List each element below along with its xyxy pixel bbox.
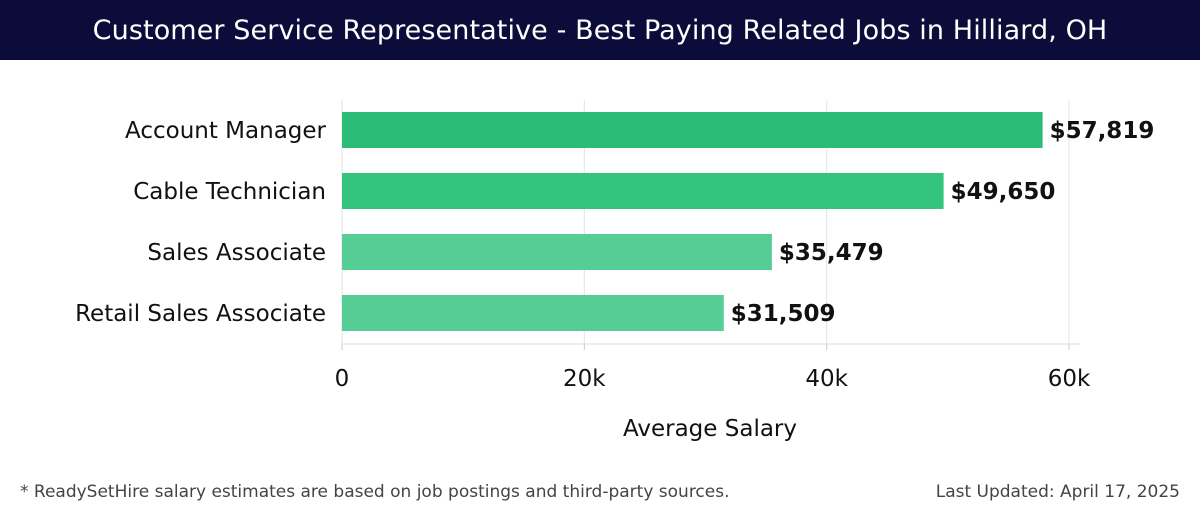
- chart-title-bar: Customer Service Representative - Best P…: [0, 0, 1200, 60]
- bar: [342, 173, 944, 209]
- x-tick-label: 40k: [805, 366, 848, 392]
- category-label: Account Manager: [125, 118, 327, 144]
- value-label: $35,479: [779, 240, 884, 266]
- last-updated: Last Updated: April 17, 2025: [935, 482, 1180, 502]
- x-tick-label: 0: [335, 366, 350, 392]
- value-label: $31,509: [731, 301, 836, 327]
- x-tick-label: 60k: [1048, 366, 1091, 392]
- chart-title: Customer Service Representative - Best P…: [92, 14, 1108, 46]
- x-tick-label: 20k: [563, 366, 606, 392]
- value-label: $49,650: [951, 179, 1056, 205]
- bar: [342, 295, 724, 331]
- value-label: $57,819: [1050, 118, 1155, 144]
- bar-chart: Account Manager $57,819 Cable Technician $4…: [75, 100, 1155, 442]
- bar: [342, 112, 1043, 148]
- source-footnote: * ReadySetHire salary estimates are base…: [20, 482, 730, 502]
- category-label: Cable Technician: [133, 179, 326, 205]
- category-label: Sales Associate: [147, 240, 326, 266]
- category-label: Retail Sales Associate: [75, 301, 326, 327]
- x-axis-title: Average Salary: [623, 416, 797, 442]
- bar: [342, 234, 772, 270]
